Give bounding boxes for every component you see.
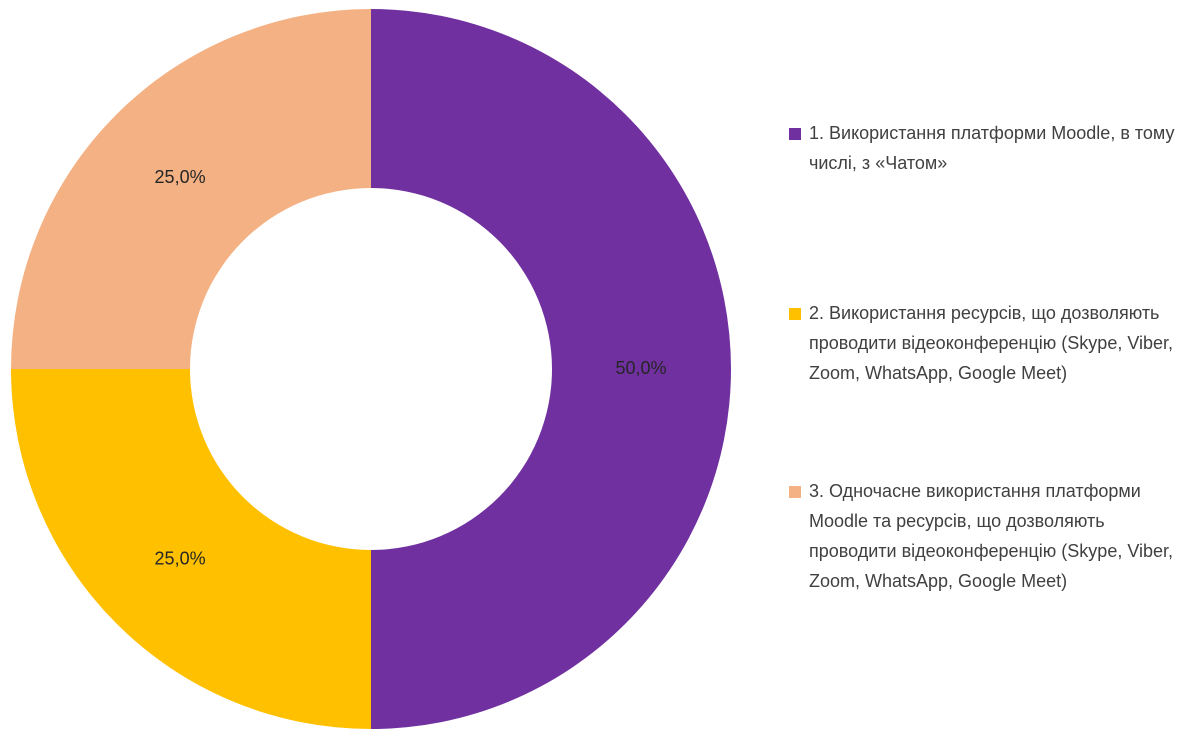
legend-label: 2. Використання ресурсів, що дозволяють … <box>809 303 1174 383</box>
donut-slice <box>371 9 731 729</box>
legend-swatch <box>789 128 801 140</box>
legend-swatch <box>789 308 801 320</box>
data-label: 50,0% <box>615 358 666 378</box>
legend-item: 1. Використання платформи Moodle, в тому… <box>787 118 1182 178</box>
chart: 50,0% 25,0% 25,0% <box>11 9 731 729</box>
legend-item: 2. Використання ресурсів, що дозволяють … <box>787 298 1182 388</box>
data-label: 25,0% <box>155 167 206 187</box>
legend-swatch <box>789 486 801 498</box>
data-label: 25,0% <box>155 549 206 569</box>
legend-label: 1. Використання платформи Moodle, в тому… <box>809 123 1175 173</box>
donut-slice <box>11 369 371 729</box>
donut-slice <box>11 9 371 369</box>
legend-item: 3. Одночасне використання платформи Mood… <box>787 476 1182 596</box>
legend-label: 3. Одночасне використання платформи Mood… <box>809 481 1174 591</box>
